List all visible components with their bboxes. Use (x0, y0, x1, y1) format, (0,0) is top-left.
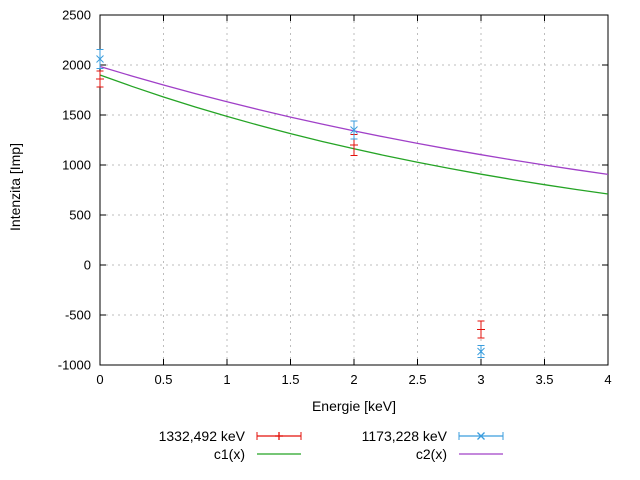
x-tick-label: 0.5 (154, 372, 172, 387)
plot-area: 0 0.5 1 1.5 2 2.5 3 3.5 4 -1000 -500 0 500 1000 1500 20… (58, 8, 612, 388)
x-tick-label: 3 (477, 372, 484, 387)
data-point-1173228keV-marker (477, 347, 485, 356)
y-tick-label: 2500 (62, 8, 91, 23)
legend-row: 1332,492 keV 1173,228 keV (135, 428, 505, 444)
legend-row: c1(x) c2(x) (135, 446, 505, 462)
x-tick-label: 1.5 (281, 372, 299, 387)
legend: 1332,492 keV 1173,228 keV c1(x) c2(x) (0, 428, 640, 462)
legend-label-series-2: c1(x) (213, 446, 245, 462)
x-tick-label: 2.5 (408, 372, 426, 387)
legend-entry-series-0: 1332,492 keV (135, 428, 303, 444)
y-tick-label: 1500 (62, 108, 91, 123)
y-tick-label: 0 (84, 258, 91, 273)
legend-entry-series-2: c1(x) (135, 446, 303, 462)
x-axis-label: Energie [keV] (311, 398, 397, 414)
errorbar-x-sample-icon (458, 432, 504, 440)
y-tick-label: 500 (69, 208, 91, 223)
x-tick-label: 2 (350, 372, 357, 387)
y-tick-label: 2000 (62, 58, 91, 73)
legend-entry-series-1: 1173,228 keV (337, 428, 505, 444)
legend-label-series-0: 1332,492 keV (158, 428, 245, 444)
y-tick-label: 1000 (62, 158, 91, 173)
line-sample-icon (257, 453, 301, 455)
legend-label-series-1: 1173,228 keV (361, 428, 447, 444)
data-point-1173228keV-marker (350, 126, 358, 134)
x-tick-label: 4 (604, 372, 611, 387)
y-axis-label: Intenzita [Imp] (7, 143, 23, 231)
y-tick-label: -500 (65, 308, 91, 323)
line-sample-icon (459, 453, 503, 455)
x-tick-label: 1 (223, 372, 230, 387)
x-tick-label: 3.5 (535, 372, 553, 387)
legend-entry-series-3: c2(x) (337, 446, 505, 462)
errorbar-plus-sample-icon (256, 432, 302, 440)
x-tick-label: 0 (96, 372, 103, 387)
y-tick-label: -1000 (58, 358, 91, 373)
data-point-1173228keV-marker (96, 55, 104, 63)
legend-sample-marker (477, 432, 485, 440)
legend-label-series-3: c2(x) (415, 446, 447, 462)
